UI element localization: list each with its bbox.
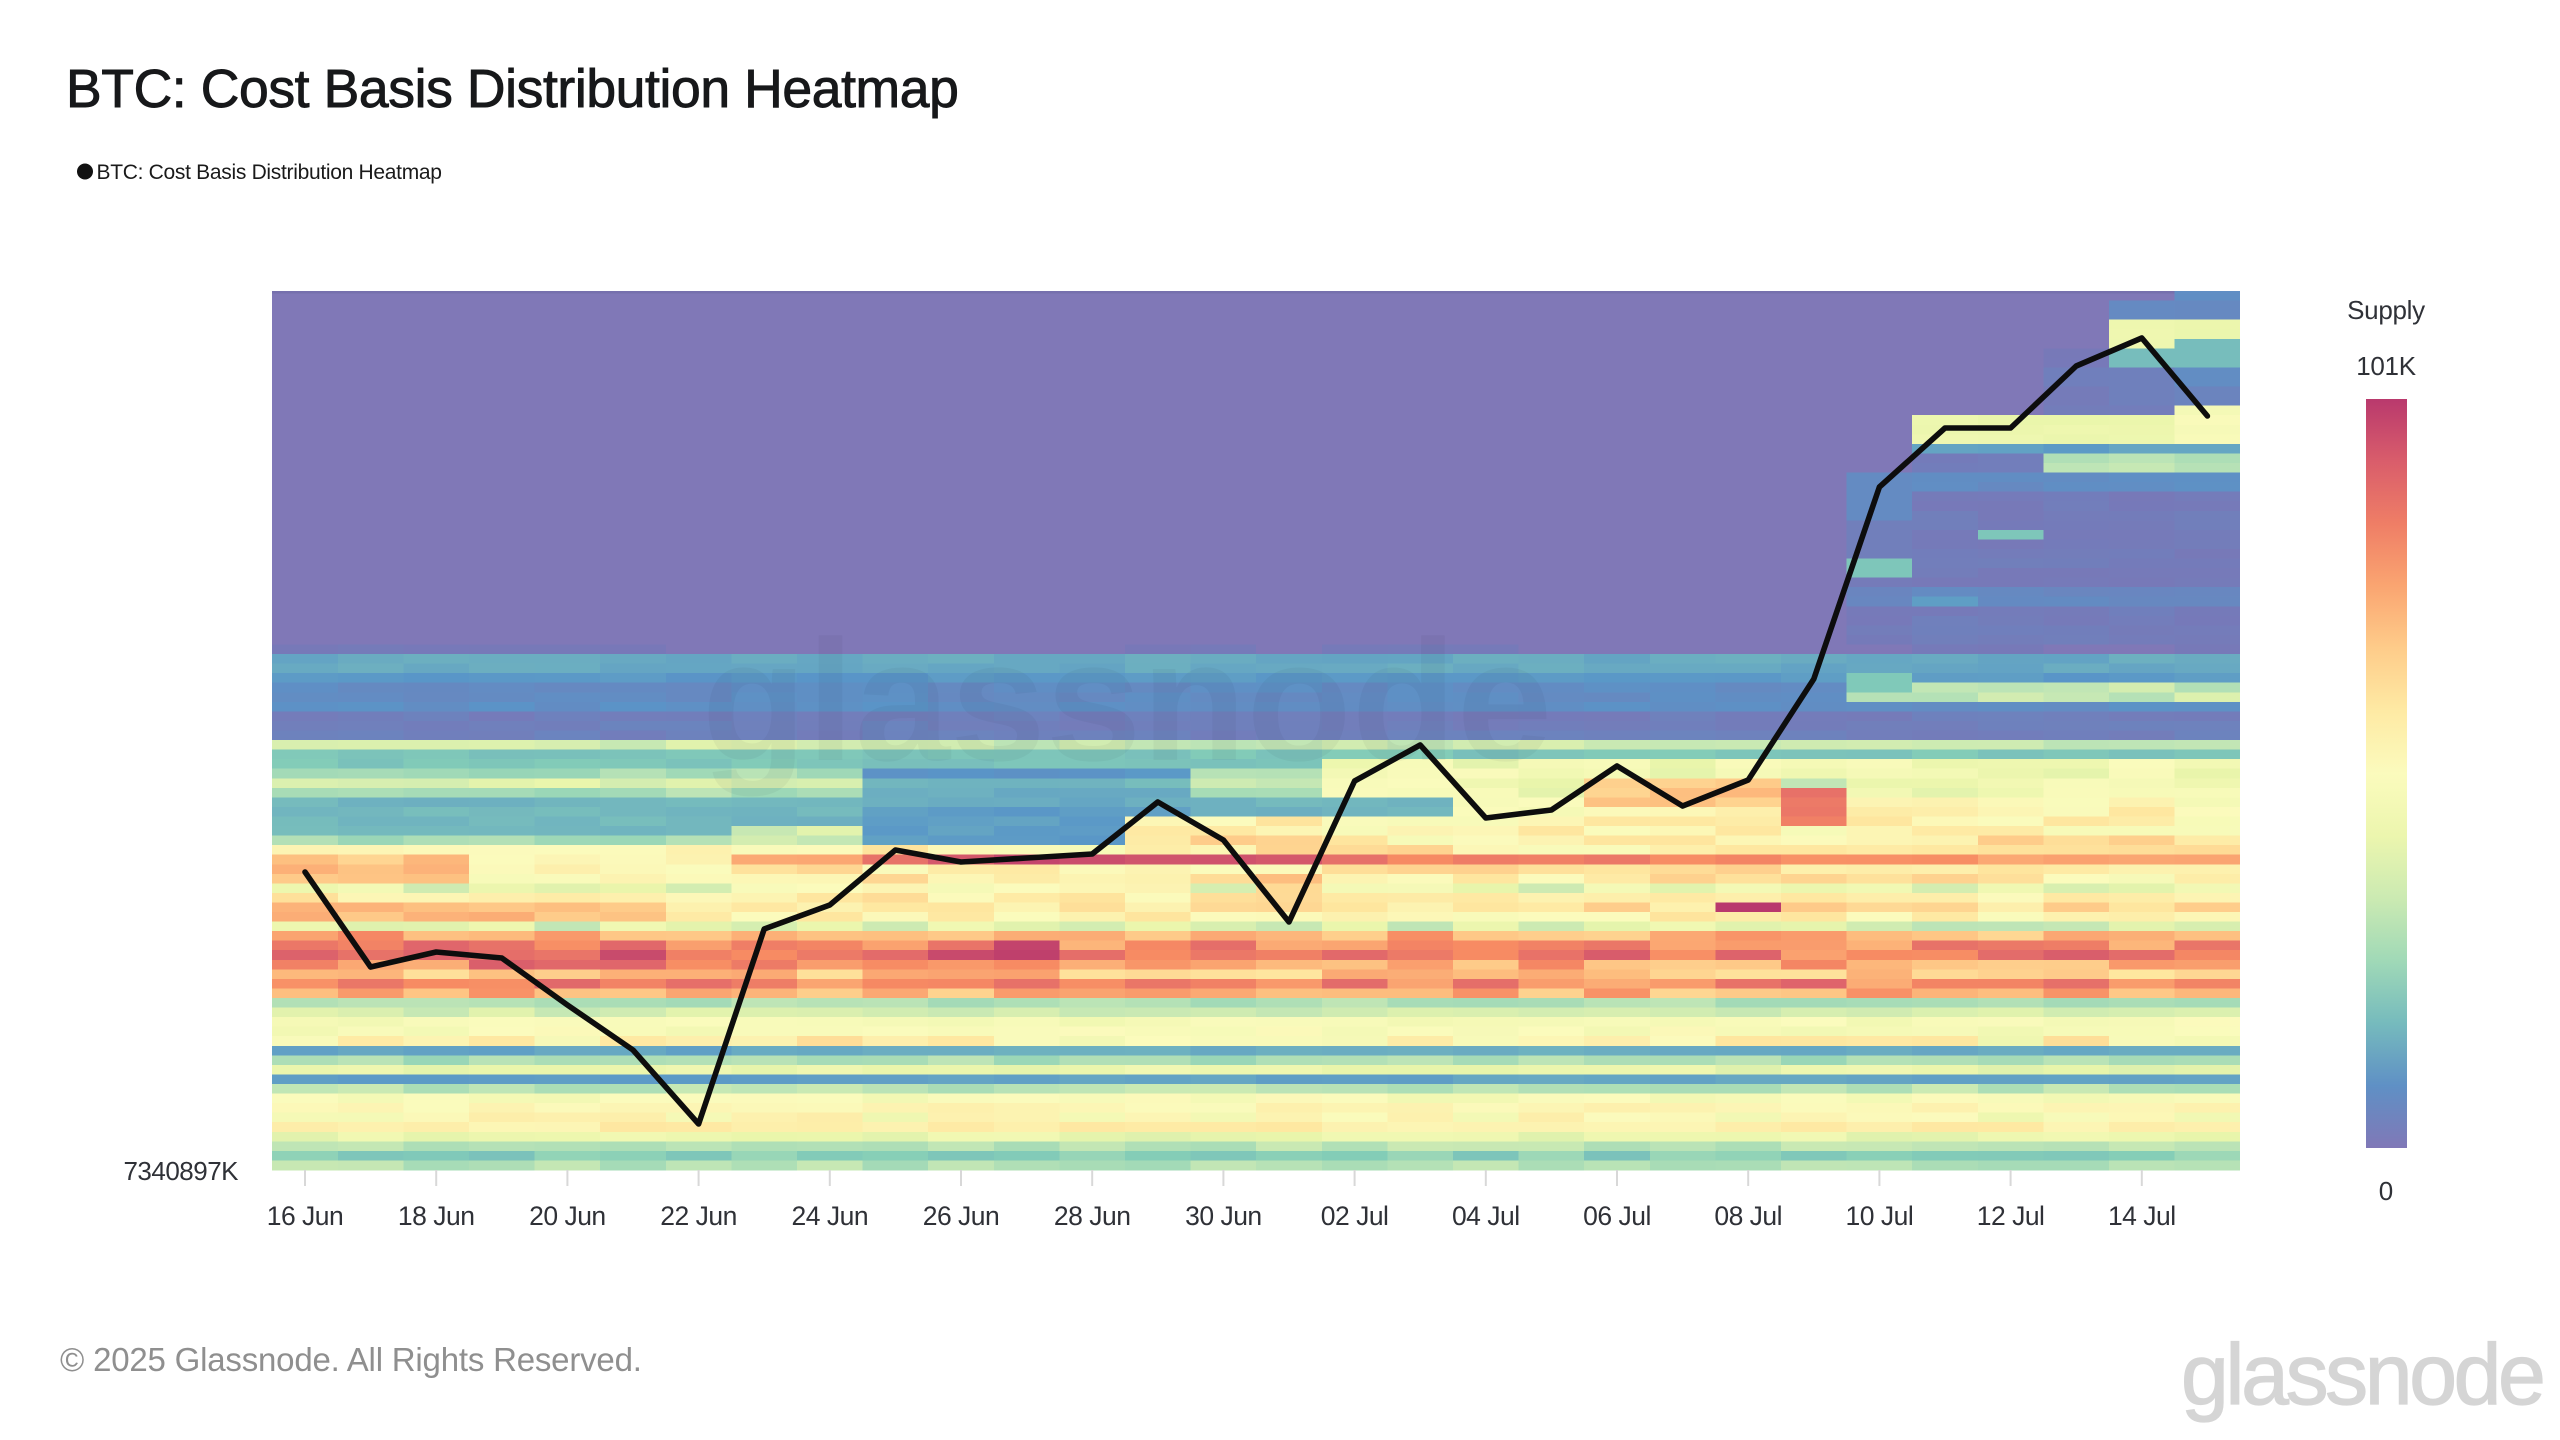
svg-text:02 Jul: 02 Jul — [1321, 1201, 1389, 1231]
svg-text:22 Jun: 22 Jun — [660, 1201, 737, 1231]
svg-text:24 Jun: 24 Jun — [792, 1201, 869, 1231]
svg-text:28 Jun: 28 Jun — [1054, 1201, 1131, 1231]
svg-text:© 2025 Glassnode. All Rights R: © 2025 Glassnode. All Rights Reserved. — [60, 1341, 642, 1378]
svg-text:16 Jun: 16 Jun — [267, 1201, 344, 1231]
svg-text:18 Jun: 18 Jun — [398, 1201, 475, 1231]
svg-text:20 Jun: 20 Jun — [529, 1201, 606, 1231]
svg-text:30 Jun: 30 Jun — [1185, 1201, 1262, 1231]
svg-text:10 Jul: 10 Jul — [1846, 1201, 1914, 1231]
svg-text:08 Jul: 08 Jul — [1714, 1201, 1782, 1231]
svg-text:06 Jul: 06 Jul — [1583, 1201, 1651, 1231]
svg-text:glassnode: glassnode — [2181, 1327, 2543, 1423]
svg-text:0: 0 — [2379, 1176, 2393, 1206]
svg-text:26 Jun: 26 Jun — [923, 1201, 1000, 1231]
svg-text:04 Jul: 04 Jul — [1452, 1201, 1520, 1231]
svg-text:7340897K: 7340897K — [123, 1156, 239, 1186]
svg-text:BTC: Cost Basis Distribution H: BTC: Cost Basis Distribution Heatmap — [66, 60, 958, 119]
svg-text:101K: 101K — [2356, 351, 2416, 381]
svg-text:glassnode: glassnode — [702, 605, 1553, 797]
svg-text:Supply: Supply — [2347, 295, 2425, 325]
svg-text:14 Jul: 14 Jul — [2108, 1201, 2176, 1231]
svg-text:12 Jul: 12 Jul — [1977, 1201, 2045, 1231]
svg-text:BTC: Cost Basis Distribution H: BTC: Cost Basis Distribution Heatmap — [97, 161, 442, 184]
